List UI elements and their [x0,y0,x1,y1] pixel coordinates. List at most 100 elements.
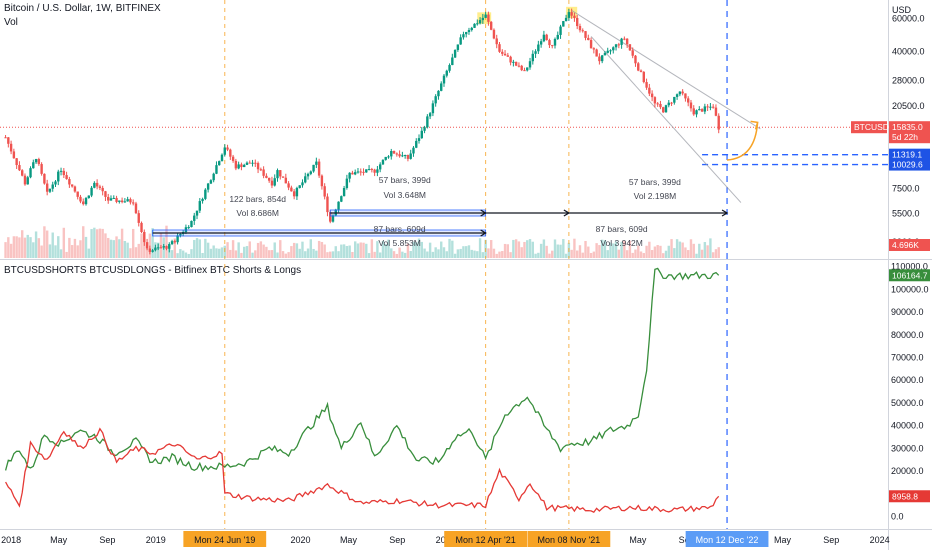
annotation-text: 122 bars, 854d [229,194,286,204]
candle-body [356,171,360,173]
candle-body [84,198,88,205]
volume-bar [689,239,693,258]
volume-bar [478,238,482,258]
volume-bar [317,240,321,258]
volume-bar [323,244,326,258]
volume-bar [673,248,676,258]
lower-tick-label: 40000.0 [891,421,924,431]
candle-body [51,184,54,189]
volume-bar [434,247,437,258]
volume-bar [240,252,243,258]
measure-arrow-head [480,229,487,237]
volume-bar [134,247,138,258]
volume-bar [562,239,565,258]
volume-bar [370,239,374,258]
volume-bar [59,249,63,258]
volume-bar [390,248,393,258]
candle-body [143,232,146,243]
candle-body [115,197,118,202]
volume-bar [659,245,662,258]
shorts-badge [889,490,930,503]
candle-body [523,70,526,72]
candle-body [370,169,374,171]
volume-bar [451,240,454,258]
volume-bar [190,249,193,258]
volume-bar [564,253,568,258]
lower-tick-label: 90000.0 [891,307,924,317]
candle-body [465,32,468,35]
volume-bar [362,242,365,258]
volume-bar [487,248,490,258]
candle-body [625,38,629,45]
candle-body [95,182,99,187]
volume-bar [234,250,238,258]
volume-bar [218,248,221,258]
volume-bar [165,225,168,258]
candle-body [501,51,504,54]
volume-bar [695,253,698,258]
candle-body [240,164,243,168]
candle-body [226,147,229,150]
volume-bar [506,244,510,258]
candle-body [367,169,371,171]
candle-body [645,82,648,88]
volume-bar [492,248,496,258]
volume-bar [628,240,632,258]
volume-bar [476,251,479,258]
volume-bar [140,233,143,258]
volume-bar [387,239,390,258]
candle-body [656,103,659,105]
candle-body [545,34,548,41]
candle-body [123,201,127,203]
candle-body [700,109,704,112]
time-tick-label: 2018 [1,535,21,545]
volume-bar [254,250,257,258]
candle-body [398,154,401,157]
volume-bar [201,252,204,258]
lower-tick-label: 50000.0 [891,398,924,408]
candle-body [448,65,451,71]
candle-body [437,90,440,97]
volume-bar [256,242,260,258]
candle-body [428,113,432,117]
volume-bar [376,241,379,258]
volume-bar [698,243,701,258]
candle-body [537,44,540,52]
price-tick-label: 7500.0 [892,183,920,193]
volume-bar [329,251,332,258]
longs-badge [889,269,930,282]
candle-body [165,246,168,249]
candle-body [631,50,634,56]
candle-body [245,162,249,165]
volume-bar [15,236,18,258]
candle-body [634,55,637,64]
volume-bar [501,251,504,258]
lower-tick-label: 110000.0 [891,262,928,272]
volume-bar [703,242,707,258]
candle-body [528,61,532,68]
candle-body [609,50,612,52]
candle-body [520,65,523,71]
candle-body [695,110,698,115]
time-marker-label: Mon 08 Nov '21 [537,535,600,545]
volume-bar [270,250,274,258]
symbol-badge [851,121,887,134]
volume-bar [706,245,709,258]
candle-body [503,53,507,56]
volume-bar [373,251,376,258]
candle-body [492,29,496,39]
volume-bar [423,248,426,258]
volume-bar [23,237,27,258]
candle-body [292,191,296,197]
candle-body [406,155,410,159]
volume-bar [320,241,324,258]
candle-body [662,107,665,113]
candle-body [212,173,215,181]
volume-bar [548,253,551,258]
candle-body [270,180,274,186]
candle-body [395,153,399,155]
candle-body [320,175,324,187]
candle-body [251,162,254,164]
time-marker-label: Mon 24 Jun '19 [194,535,255,545]
